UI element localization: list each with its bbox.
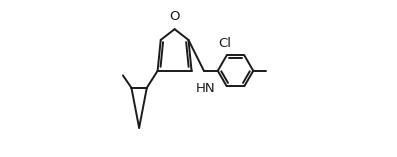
Text: Cl: Cl (218, 37, 231, 50)
Text: O: O (170, 10, 180, 23)
Text: HN: HN (196, 82, 215, 95)
